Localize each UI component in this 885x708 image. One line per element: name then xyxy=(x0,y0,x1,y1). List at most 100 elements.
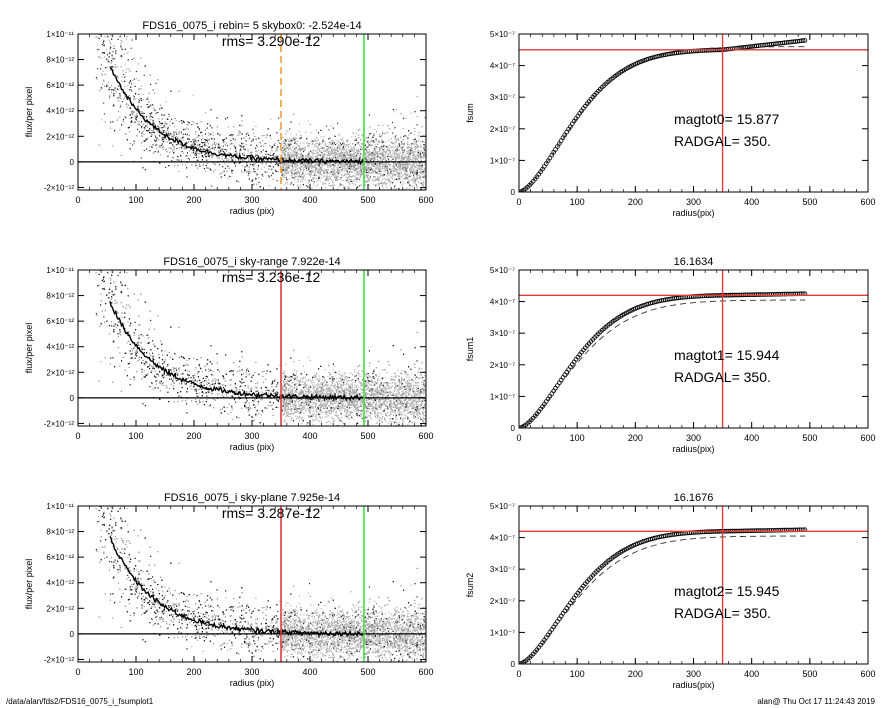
scatter-point xyxy=(407,165,409,167)
scatter-point xyxy=(171,118,173,120)
scatter-point xyxy=(326,151,328,153)
scatter-point xyxy=(284,166,286,168)
scatter-point xyxy=(173,133,175,135)
scatter-point xyxy=(384,133,386,135)
scatter-point xyxy=(100,57,102,59)
scatter-point xyxy=(277,156,279,158)
scatter-point xyxy=(214,149,216,151)
scatter-point xyxy=(332,174,334,176)
scatter-point xyxy=(146,116,148,118)
scatter-point xyxy=(351,181,353,183)
scatter-point xyxy=(99,5,100,6)
scatter-point xyxy=(147,106,149,108)
scatter-point xyxy=(262,149,264,151)
scatter-point xyxy=(331,184,333,186)
scatter-point xyxy=(395,174,397,176)
scatter-point xyxy=(349,175,351,177)
scatter-point xyxy=(390,182,392,184)
scatter-point xyxy=(365,175,367,177)
scatter-point xyxy=(361,171,363,173)
scatter-point xyxy=(413,174,415,176)
scatter-point xyxy=(379,156,381,158)
scatter-point xyxy=(101,119,103,121)
scatter-point xyxy=(152,121,154,123)
scatter-point xyxy=(293,173,295,175)
scatter-point xyxy=(291,140,293,142)
scatter-point xyxy=(292,153,294,155)
scatter-point xyxy=(261,163,263,165)
scatter-point xyxy=(114,88,116,90)
scatter-point xyxy=(219,173,221,175)
scatter-point xyxy=(321,163,323,165)
scatter-point xyxy=(287,151,289,154)
scatter-point xyxy=(170,90,172,92)
scatter-point xyxy=(348,182,350,184)
scatter-point xyxy=(171,150,173,152)
scatter-point xyxy=(173,142,175,144)
scatter-point xyxy=(296,151,298,153)
scatter-point xyxy=(226,159,228,161)
scatter-point xyxy=(144,128,146,130)
scatter-point xyxy=(318,164,320,166)
scatter-point xyxy=(100,64,102,66)
scatter-point xyxy=(166,129,168,131)
scatter-point xyxy=(235,165,237,167)
scatter-point xyxy=(118,16,119,17)
scatter-point xyxy=(273,144,275,146)
scatter-point xyxy=(303,175,305,177)
scatter-point xyxy=(339,184,341,186)
scatter-point xyxy=(254,163,256,165)
scatter-point xyxy=(150,116,152,118)
scatter-point xyxy=(409,150,411,152)
scatter-point xyxy=(263,134,265,136)
scatter-point xyxy=(152,123,154,125)
scatter-point xyxy=(152,116,154,118)
scatter-point xyxy=(415,184,417,186)
scatter-point xyxy=(256,144,258,146)
scatter-point xyxy=(286,178,288,180)
scatter-point xyxy=(387,171,389,173)
scatter-point xyxy=(306,165,308,167)
scatter-point xyxy=(119,93,121,95)
scatter-point xyxy=(126,106,128,108)
scatter-point xyxy=(395,164,397,166)
scatter-point xyxy=(339,166,341,168)
scatter-point xyxy=(365,171,367,173)
scatter-point xyxy=(162,146,164,148)
scatter-point xyxy=(224,167,226,169)
scatter-point xyxy=(376,168,378,170)
scatter-point xyxy=(114,57,116,59)
scatter-point xyxy=(275,156,277,158)
scatter-point xyxy=(307,186,309,188)
scatter-point xyxy=(385,185,387,187)
scatter-point xyxy=(245,170,247,172)
scatter-point xyxy=(244,169,246,171)
scatter-point xyxy=(127,127,129,129)
scatter-point xyxy=(240,169,242,171)
scatter-point xyxy=(164,131,166,133)
scatter-point xyxy=(394,151,396,153)
scatter-point xyxy=(429,160,430,161)
scatter-point xyxy=(214,163,216,165)
scatter-point xyxy=(149,74,151,76)
scatter-point xyxy=(252,179,254,181)
scatter-point xyxy=(112,66,114,68)
scatter-point xyxy=(377,179,380,181)
scatter-point xyxy=(141,126,143,128)
scatter-point xyxy=(129,142,131,144)
scatter-point xyxy=(221,147,223,149)
scatter-point xyxy=(267,128,269,130)
scatter-point xyxy=(368,184,370,186)
scatter-point xyxy=(268,176,270,178)
scatter-point xyxy=(365,159,367,161)
scatter-point xyxy=(197,152,199,154)
scatter-point xyxy=(147,123,149,125)
scatter-point xyxy=(276,159,278,161)
scatter-point xyxy=(103,79,105,81)
scatter-point xyxy=(374,158,377,160)
scatter-point xyxy=(253,163,255,165)
scatter-point xyxy=(330,162,332,164)
scatter-point xyxy=(185,164,187,166)
scatter-point xyxy=(143,115,145,117)
scatter-point xyxy=(127,52,129,54)
